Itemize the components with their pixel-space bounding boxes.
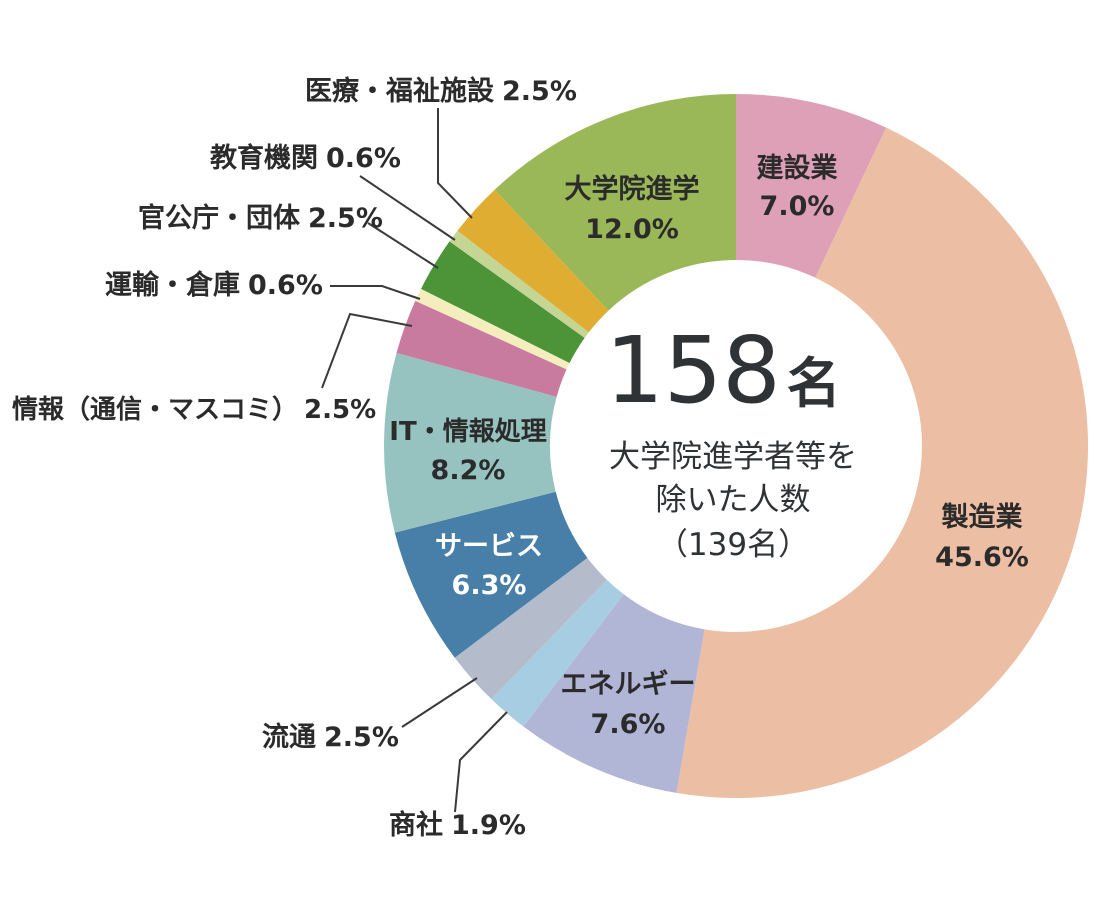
slice-4 (454, 557, 607, 700)
center-total-value: 158 (605, 317, 781, 424)
outer-label-unyu-value: 0.6% (248, 270, 323, 301)
slice-2 (523, 594, 705, 793)
center-caption-line1: 大学院進学者等を (609, 439, 857, 475)
center-total-unit: 名 (787, 352, 841, 415)
outer-label-iryo-value: 2.5% (502, 76, 577, 107)
slice-3 (491, 579, 624, 727)
outside-labels: 医療・福祉施設 2.5% 教育機関 0.6% 官公庁・団体 2.5% 運輸・倉庫 0.6… (12, 75, 577, 841)
slice-label-service: サービス (435, 531, 543, 562)
slice-0 (736, 94, 887, 278)
slice-1 (676, 127, 1088, 798)
slice-10 (449, 230, 589, 338)
outer-label-kyoiku: 教育機関 0.6% (210, 142, 401, 174)
leader-line-unyu (330, 285, 421, 300)
slice-6 (383, 352, 557, 533)
outer-label-kyoiku-name: 教育機関 (210, 142, 318, 174)
outer-label-joho-value: 2.5% (304, 395, 376, 425)
inside-labels: 建設業 7.0% 製造業 45.6% エネルギー 7.6% サービス 6.3% … (389, 152, 1029, 740)
leader-line-shosha (454, 711, 508, 813)
leader-line-joho (321, 312, 413, 389)
outer-label-shosha-name: 商社 (389, 809, 443, 841)
slice-value-daigakuin: 12.0% (585, 214, 679, 245)
slice-label-it: IT・情報処理 (389, 417, 546, 447)
outer-label-kankocho: 官公庁・団体 2.5% (138, 202, 383, 234)
outer-label-ryutsu-value: 2.5% (324, 722, 399, 753)
outer-label-unyu-name: 運輸・倉庫 (105, 269, 240, 301)
outer-label-kankocho-value: 2.5% (308, 203, 383, 234)
outer-label-ryutsu-name: 流通 (262, 722, 316, 753)
outer-label-iryo: 医療・福祉施設 2.5% (305, 75, 577, 107)
leader-line-ryutsu (401, 677, 478, 728)
leader-line-kyoiku (359, 175, 456, 241)
slice-9 (421, 241, 585, 363)
leader-line-kankocho (367, 222, 439, 269)
slice-value-seizo: 45.6% (935, 542, 1029, 573)
slice-8 (415, 288, 570, 370)
slice-7 (396, 300, 567, 397)
leader-lines (321, 108, 508, 813)
slice-12 (494, 94, 736, 311)
outer-label-joho: 情報（通信・マスコミ） 2.5% (12, 395, 376, 425)
slice-value-kensetsu: 7.0% (760, 191, 835, 222)
donut-center: 158 名 大学院進学者等を 除いた人数 （139名） (605, 317, 857, 563)
outer-label-joho-name: 情報（通信・マスコミ） (12, 395, 298, 425)
outer-label-unyu: 運輸・倉庫 0.6% (105, 269, 323, 301)
leader-line-iryo (437, 108, 473, 219)
donut-slices (383, 94, 1088, 798)
center-total: 158 名 (605, 317, 841, 424)
slice-5 (394, 491, 588, 658)
center-caption-line3: （139名） (657, 527, 809, 563)
outer-label-ryutsu: 流通 2.5% (262, 722, 399, 753)
slice-value-energy: 7.6% (591, 709, 666, 740)
slice-value-service: 6.3% (452, 570, 527, 601)
slice-label-energy: エネルギー (561, 669, 696, 700)
slice-label-kensetsu: 建設業 (757, 152, 838, 184)
outer-label-shosha: 商社 1.9% (389, 809, 526, 841)
outer-label-iryo-name: 医療・福祉施設 (305, 75, 495, 107)
outer-label-shosha-value: 1.9% (451, 810, 526, 841)
outer-label-kankocho-name: 官公庁・団体 (138, 202, 301, 234)
slice-label-daigakuin: 大学院進学 (565, 173, 700, 205)
slice-value-it: 8.2% (431, 455, 506, 486)
center-caption-line2: 除いた人数 (656, 482, 811, 518)
slice-11 (457, 189, 609, 333)
outer-label-kyoiku-value: 0.6% (326, 143, 401, 174)
slice-label-seizo: 製造業 (942, 502, 1023, 533)
